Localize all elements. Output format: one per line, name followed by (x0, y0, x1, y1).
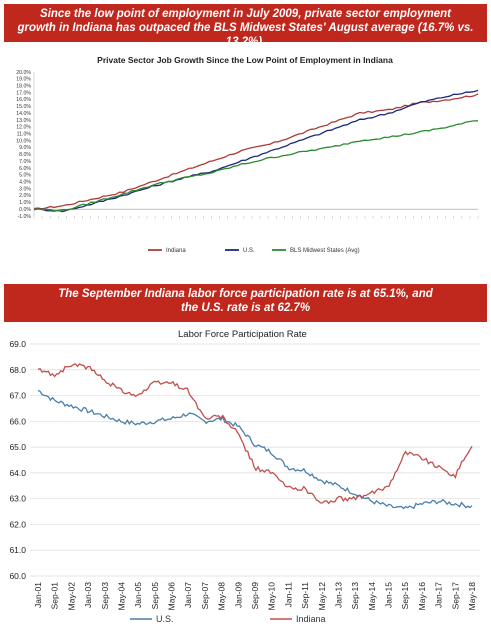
job-growth-y-tick: 3.0% (19, 186, 31, 192)
labor-force-y-tick: 63.0 (9, 494, 26, 504)
labor-force-x-tick: May-14 (367, 582, 377, 611)
labor-force-x-tick: Jan-01 (33, 582, 43, 608)
job-growth-y-tick: 16.0% (16, 97, 31, 103)
labor-force-y-tick: 60.0 (9, 571, 26, 581)
labor-force-x-tick: Sep-01 (50, 582, 60, 610)
labor-force-x-tick: Sep-13 (350, 582, 360, 610)
top-headline-line2: growth in Indiana has outpaced the BLS M… (17, 22, 474, 48)
job-growth-y-tick: 15.0% (16, 104, 31, 110)
job-growth-y-tick: 5.0% (19, 173, 31, 179)
labor-force-y-tick: 67.0 (9, 391, 26, 401)
job-growth-y-tick: 9.0% (19, 145, 31, 151)
job-growth-chart-title: Private Sector Job Growth Since the Low … (97, 55, 393, 65)
job-growth-y-tick: 14.0% (16, 111, 31, 117)
labor-force-x-tick: Jan-09 (233, 582, 243, 608)
labor-force-x-tick: May-12 (317, 582, 327, 611)
job-growth-y-tick: 19.0% (16, 77, 31, 83)
labor-force-x-tick: May-02 (66, 582, 76, 611)
labor-force-x-tick: Sep-07 (200, 582, 210, 610)
labor-force-legend-label-us: U.S. (156, 614, 174, 624)
job-growth-series-us (33, 89, 479, 213)
labor-force-x-tick: May-16 (417, 582, 427, 611)
labor-force-x-tick: Jan-03 (83, 582, 93, 608)
labor-force-x-tick: Sep-09 (250, 582, 260, 610)
labor-force-x-tick: May-06 (167, 582, 177, 611)
job-growth-y-tick: 6.0% (19, 166, 31, 172)
labor-force-y-tick: 61.0 (9, 545, 26, 555)
job-growth-y-tick: 10.0% (16, 138, 31, 144)
labor-force-x-tick: Jan-07 (183, 582, 193, 608)
labor-force-x-tick: Sep-03 (100, 582, 110, 610)
labor-force-legend-label-indiana: Indiana (296, 614, 326, 624)
labor-force-x-tick: Sep-17 (450, 582, 460, 610)
labor-force-y-tick: 65.0 (9, 442, 26, 452)
labor-force-y-tick: 69.0 (9, 339, 26, 349)
job-growth-y-tick: 13.0% (16, 118, 31, 124)
middle-headline-banner: The September Indiana labor force partic… (4, 284, 487, 322)
job-growth-y-tick: 20.0% (16, 70, 31, 76)
job-growth-y-tick: 0.0% (19, 207, 31, 213)
job-growth-legend-label-midwest: BLS Midwest States (Avg) (290, 248, 360, 254)
middle-headline-line1: The September Indiana labor force partic… (58, 288, 433, 300)
labor-force-x-tick: May-18 (467, 582, 477, 611)
labor-force-series-us (37, 389, 473, 510)
labor-force-x-tick: Jan-11 (283, 582, 293, 608)
labor-force-y-tick: 64.0 (9, 468, 26, 478)
labor-force-y-tick: 68.0 (9, 365, 26, 375)
top-headline-banner: Since the low point of employment in Jul… (4, 4, 487, 48)
labor-force-x-tick: Sep-11 (300, 582, 310, 609)
job-growth-series-indiana (33, 93, 479, 210)
labor-force-x-tick: Jan-17 (434, 582, 444, 608)
job-growth-legend-label-indiana: Indiana (166, 248, 186, 254)
job-growth-y-tick: -1.0% (17, 214, 31, 220)
job-growth-y-tick: 2.0% (19, 193, 31, 199)
labor-force-x-tick: Sep-15 (400, 582, 410, 610)
top-headline-line1: Since the low point of employment in Jul… (40, 8, 451, 20)
job-growth-y-tick: 4.0% (19, 180, 31, 186)
job-growth-legend-label-us: U.S. (243, 248, 255, 254)
job-growth-y-tick: 17.0% (16, 90, 31, 96)
labor-force-x-tick: Jan-05 (133, 582, 143, 608)
labor-force-x-tick: Jan-13 (333, 582, 343, 608)
job-growth-y-tick: 8.0% (19, 152, 31, 158)
labor-force-y-tick: 62.0 (9, 519, 26, 529)
job-growth-y-tick: 11.0% (17, 132, 32, 138)
labor-force-x-tick: May-04 (116, 582, 126, 611)
labor-force-y-tick: 66.0 (9, 416, 26, 426)
labor-force-chart: Labor Force Participation Rate 69.0 68.0 67… (9, 329, 480, 624)
labor-force-x-tick: May-10 (267, 582, 277, 611)
job-growth-y-tick: 12.0% (16, 125, 31, 131)
labor-force-chart-title: Labor Force Participation Rate (178, 329, 307, 340)
labor-force-series-indiana (37, 363, 473, 505)
labor-force-x-tick: Jan-15 (384, 582, 394, 608)
labor-force-x-tick: Sep-05 (150, 582, 160, 610)
job-growth-y-tick: 7.0% (19, 159, 31, 165)
job-growth-chart: Private Sector Job Growth Since the Low … (16, 55, 479, 254)
job-growth-series-midwest (33, 120, 479, 212)
middle-headline-line2: the U.S. rate is at 62.7% (180, 302, 311, 314)
job-growth-y-tick: 18.0% (16, 84, 31, 90)
labor-force-x-tick: May-08 (217, 582, 227, 611)
job-growth-y-tick: 1.0% (19, 200, 31, 206)
